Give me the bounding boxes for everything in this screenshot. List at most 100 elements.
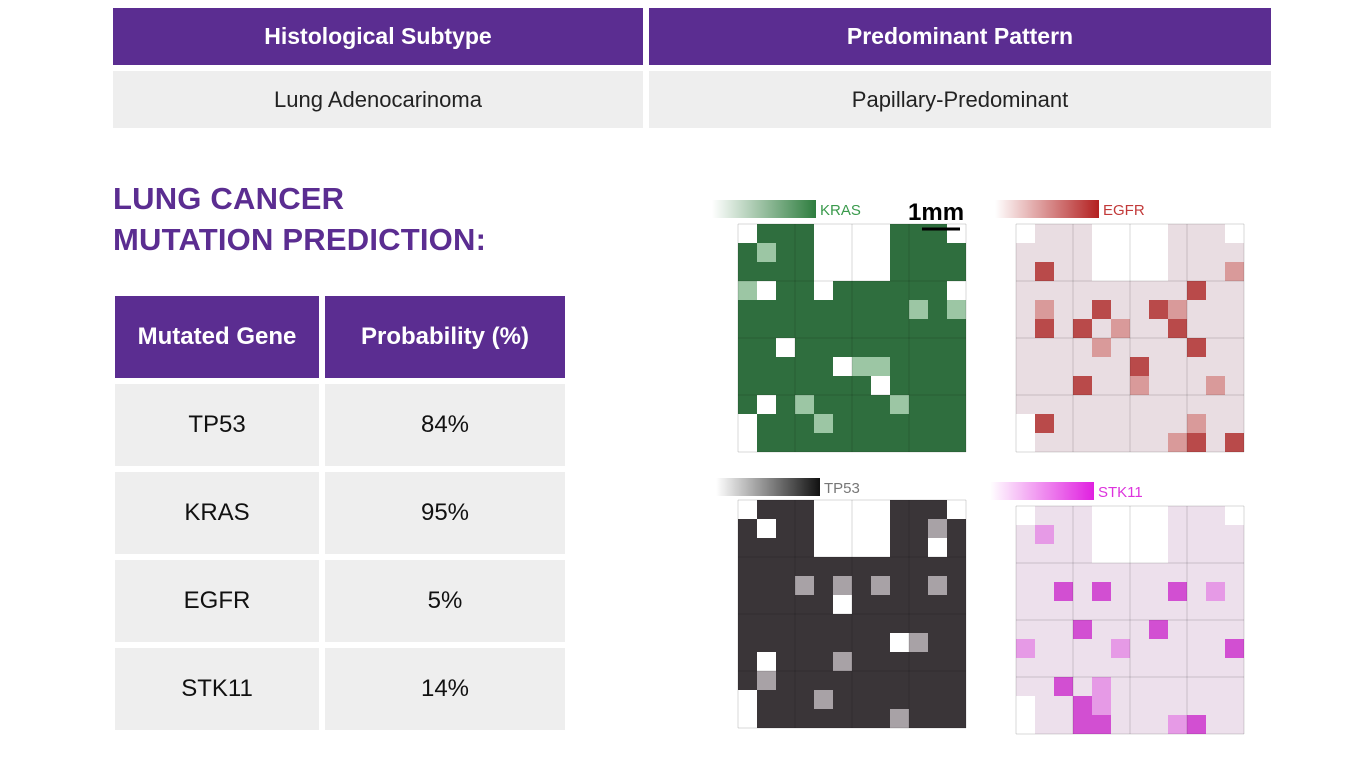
heatmap-cell — [928, 671, 947, 690]
header-histological-subtype: Histological Subtype — [113, 8, 643, 65]
heatmap-cell — [1016, 376, 1035, 395]
heatmap-cell — [738, 614, 757, 633]
heatmap-cell — [1206, 281, 1225, 300]
heatmap-cell — [871, 319, 890, 338]
heatmap-cell — [757, 414, 776, 433]
heatmap-cell — [890, 300, 909, 319]
heatmap-cell — [871, 433, 890, 452]
heatmap-cell — [738, 300, 757, 319]
heatmap-cell — [871, 633, 890, 652]
heatmap-cell — [947, 595, 966, 614]
heatmap-cell — [757, 262, 776, 281]
heatmap-cell — [1054, 563, 1073, 582]
heatmap-cell — [947, 557, 966, 576]
heatmap-cell — [738, 519, 757, 538]
heatmap-cell — [871, 281, 890, 300]
heatmap-cell — [1206, 525, 1225, 544]
heatmap-cell — [1111, 696, 1130, 715]
heatmap-cell — [852, 671, 871, 690]
heatmap-cell — [852, 709, 871, 728]
probability-cell: 84% — [325, 384, 565, 466]
heatmap-cell — [909, 633, 928, 652]
heatmap-cell — [1168, 658, 1187, 677]
heatmap-cell — [814, 319, 833, 338]
heatmap-cell — [1130, 395, 1149, 414]
heatmap-cell — [928, 338, 947, 357]
heatmap-cell — [1206, 357, 1225, 376]
heatmap-cell — [776, 519, 795, 538]
heatmap-cell — [757, 576, 776, 595]
heatmap-cell — [1111, 433, 1130, 452]
heatmap-cell — [909, 652, 928, 671]
heatmap-cell — [1035, 224, 1054, 243]
heatmap-cell — [1168, 338, 1187, 357]
heatmap-cell — [1187, 262, 1206, 281]
heatmap-cell — [928, 576, 947, 595]
heatmap-cell — [1187, 414, 1206, 433]
heatmap-cell — [1073, 395, 1092, 414]
mutation-table: Mutated Gene Probability (%) TP53 84% KR… — [115, 296, 565, 736]
heatmap-cell — [1168, 433, 1187, 452]
heatmap-cell — [1016, 243, 1035, 262]
heatmap-cell — [890, 519, 909, 538]
heatmap-cell — [833, 414, 852, 433]
heatmap-cell — [1130, 433, 1149, 452]
value-predominant-pattern: Papillary-Predominant — [649, 71, 1271, 128]
heatmap-cell — [814, 690, 833, 709]
heatmap-cell — [757, 300, 776, 319]
heatmap-cell — [1168, 376, 1187, 395]
heatmap-cell — [1111, 357, 1130, 376]
heatmap-cell — [795, 433, 814, 452]
heatmap-cell — [928, 709, 947, 728]
heatmap-cell — [1130, 338, 1149, 357]
heatmap-cell — [947, 614, 966, 633]
table-row: EGFR 5% — [115, 560, 565, 642]
heatmap-cell — [909, 557, 928, 576]
heatmap-cell — [909, 262, 928, 281]
heatmap-cell — [776, 376, 795, 395]
heatmap-cell — [1130, 281, 1149, 300]
heatmap-cell — [1035, 525, 1054, 544]
heatmap-cell — [928, 433, 947, 452]
heatmap-cell — [757, 281, 776, 300]
heatmap-cell — [1111, 620, 1130, 639]
heatmap-cell — [757, 433, 776, 452]
heatmap-cell — [947, 414, 966, 433]
heatmap-cell — [1035, 715, 1054, 734]
heatmap-cell — [1149, 601, 1168, 620]
heatmap-cell — [1149, 715, 1168, 734]
heatmap-cell — [833, 395, 852, 414]
heatmap-cell — [1111, 715, 1130, 734]
heatmap-cell — [1168, 715, 1187, 734]
heatmap-cell — [757, 519, 776, 538]
heatmap-cell — [833, 690, 852, 709]
heatmap-cell — [909, 414, 928, 433]
colorbar-stk11 — [990, 482, 1094, 500]
heatmap-cell — [738, 633, 757, 652]
heatmap-cell — [757, 338, 776, 357]
heatmap-cell — [738, 395, 757, 414]
heatmap-cell — [795, 633, 814, 652]
heatmap-cell — [909, 376, 928, 395]
heatmap-cell — [1111, 658, 1130, 677]
heatmap-cell — [890, 433, 909, 452]
heatmap-cell — [928, 224, 947, 243]
heatmap-cell — [1016, 281, 1035, 300]
heatmap-cell — [1168, 281, 1187, 300]
heatmap-cell — [928, 614, 947, 633]
mutation-table-header: Mutated Gene Probability (%) — [115, 296, 565, 378]
heatmap-cell — [1130, 300, 1149, 319]
heatmap-cell — [1016, 677, 1035, 696]
heatmap-cell — [1187, 376, 1206, 395]
heatmap-cell — [1130, 376, 1149, 395]
heatmap-cell — [928, 243, 947, 262]
heatmap-cell — [1187, 639, 1206, 658]
heatmap-cell — [1054, 601, 1073, 620]
heatmap-cell — [776, 538, 795, 557]
heatmap-cell — [1225, 582, 1244, 601]
heatmap-cell — [795, 395, 814, 414]
heatmap-cell — [738, 281, 757, 300]
heatmap-cell — [947, 376, 966, 395]
heatmap-cell — [871, 376, 890, 395]
heatmap-canvas: KRAS EGFR TP53 STK11 1mm — [712, 199, 1245, 735]
